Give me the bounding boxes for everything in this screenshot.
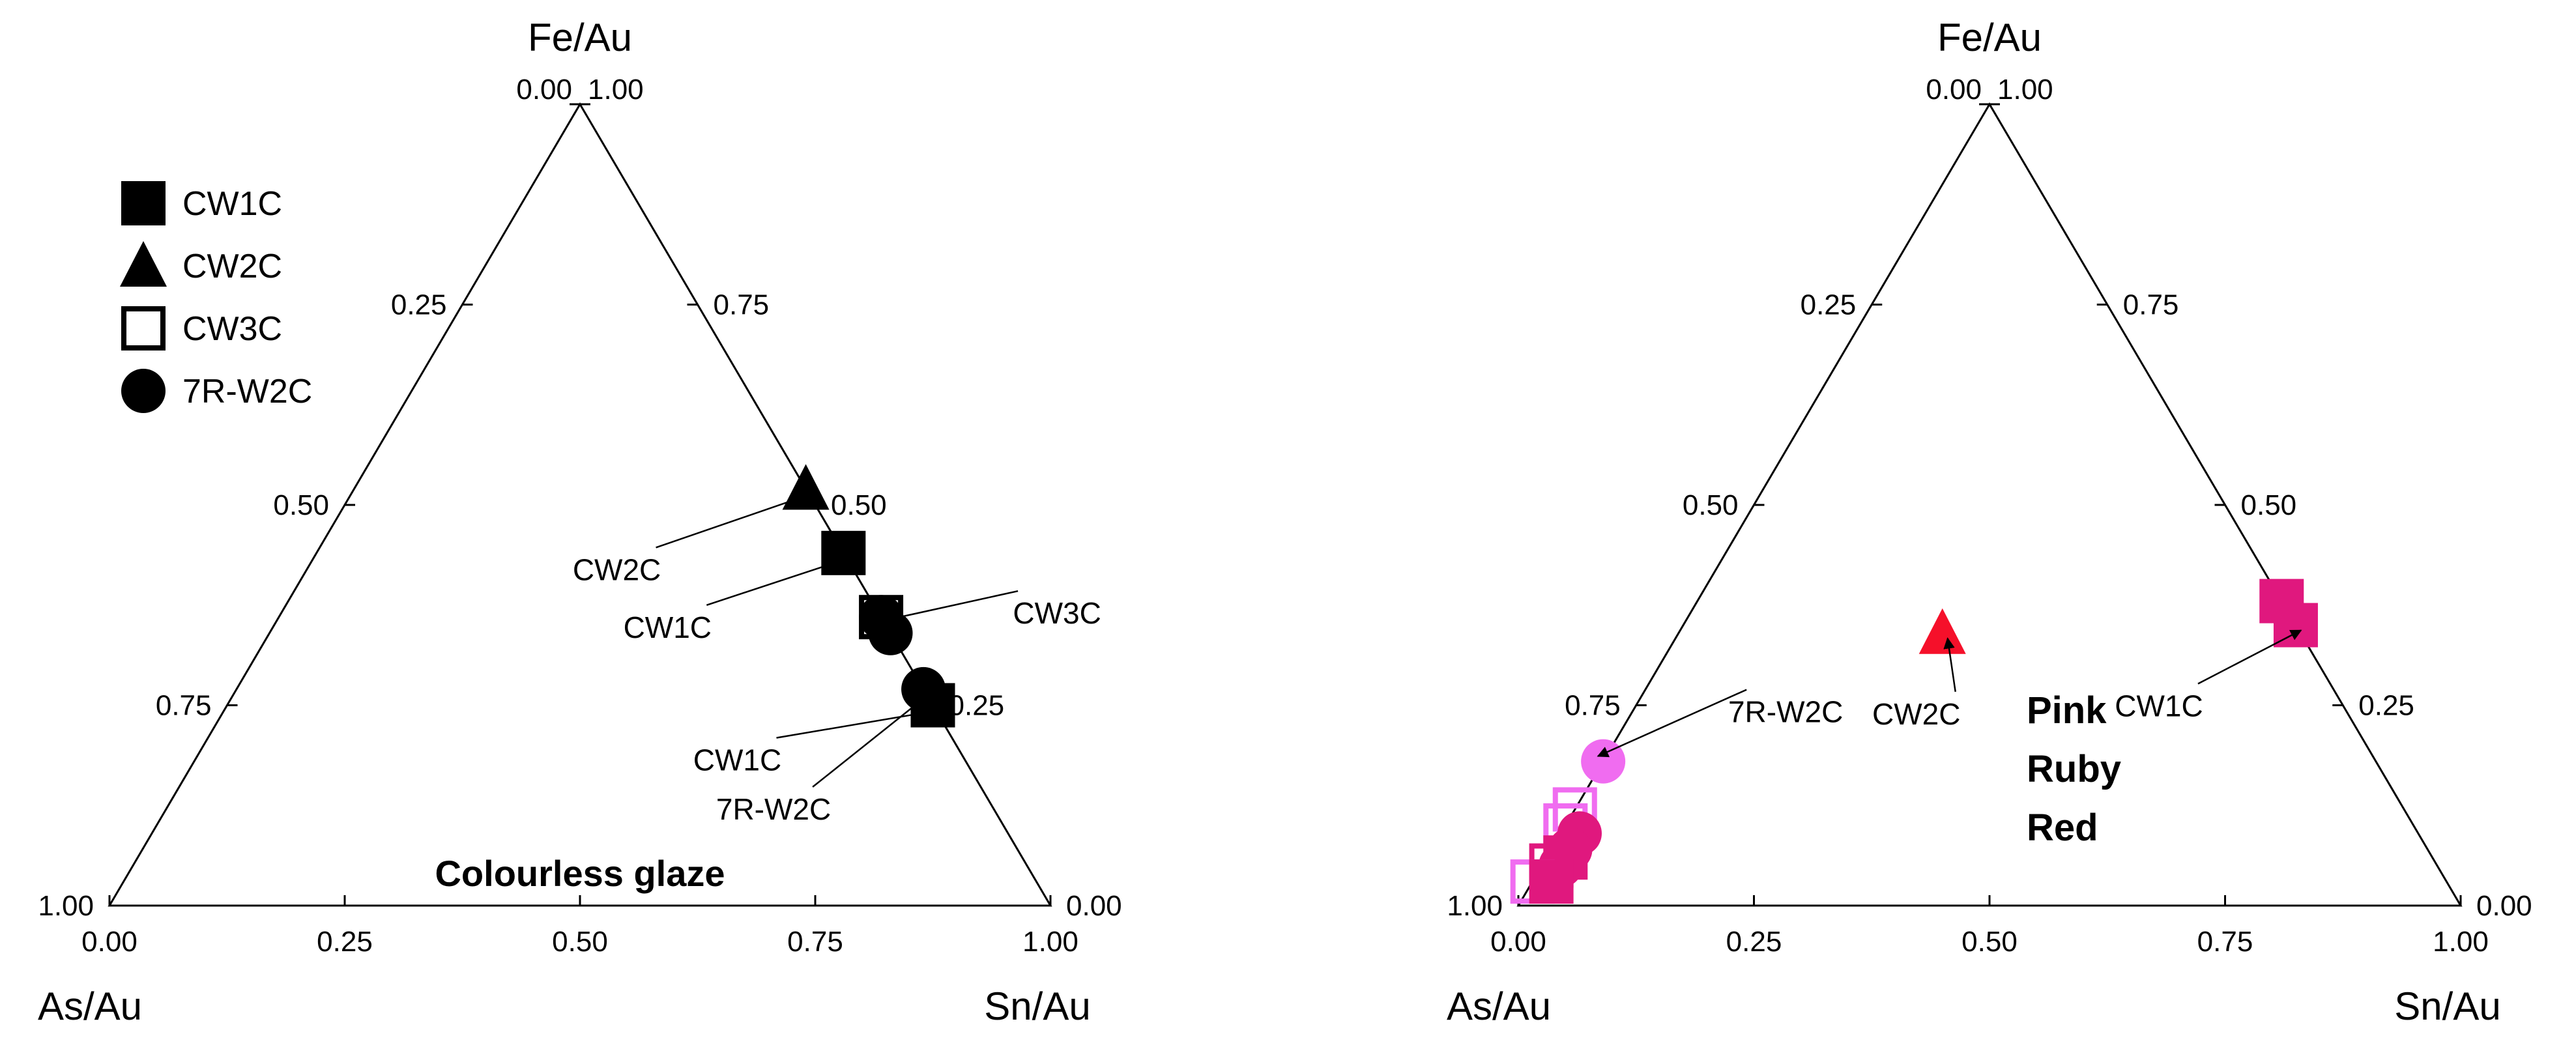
apex-label-top: Fe/Au	[528, 16, 632, 59]
apex-top-right-value: 1.00	[1997, 74, 2053, 106]
annotation-label: CW2C	[1872, 697, 1960, 731]
annotation-label: CW1C	[693, 743, 781, 777]
legend-label: 7R-W2C	[182, 373, 312, 410]
annotation-arrow	[656, 492, 813, 549]
annotation-label: 7R-W2C	[716, 792, 831, 826]
legend-label: CW2C	[182, 248, 282, 285]
annotation-label: CW2C	[573, 552, 661, 586]
left-tick-label: 0.25	[1801, 289, 1857, 321]
bottom-tick-label: 1.00	[1022, 926, 1078, 958]
panel-note: Colourless glaze	[435, 853, 725, 894]
left-tick-label: 0.25	[391, 289, 447, 321]
left-tick-label: 0.50	[1683, 489, 1739, 521]
triangle-frame	[1516, 102, 2463, 907]
annotation-arrow	[776, 706, 940, 739]
apex-top-right-value: 1.00	[588, 74, 644, 106]
right-tick-label: 0.25	[949, 690, 1005, 722]
apex-top-left-value: 0.00	[516, 74, 572, 106]
left-tick-label: 1.00	[1447, 890, 1503, 922]
right-tick-label: 0.50	[2241, 489, 2297, 521]
annotation-arrow	[875, 590, 1019, 626]
annotation-arrow	[706, 556, 850, 606]
color-legend-label: Red	[2027, 807, 2098, 849]
legend-marker-7r-w2c	[121, 369, 166, 413]
legend-label: CW3C	[182, 310, 282, 348]
right-tick-label: 0.00	[1066, 890, 1122, 922]
legend-marker-cw3c	[121, 306, 166, 351]
bottom-tick-label: 1.00	[2433, 926, 2489, 958]
left-tick-label: 1.00	[38, 890, 94, 922]
apex-label-left: As/Au	[38, 984, 142, 1028]
apex-label-right: Sn/Au	[2394, 984, 2500, 1028]
right-tick-label: 0.25	[2358, 690, 2414, 722]
right-tick-label: 0.75	[2123, 289, 2179, 321]
bottom-tick-label: 0.75	[2197, 926, 2253, 958]
data-point-ruby	[1529, 859, 1574, 904]
data-point-7r-w2c	[901, 666, 946, 711]
bottom-tick-label: 0.50	[1961, 926, 2018, 958]
apex-label-right: Sn/Au	[984, 984, 1090, 1028]
bottom-tick-label: 0.25	[317, 926, 373, 958]
triangle-frame	[108, 102, 1052, 907]
ternary-panel-1: 0.00 0.25 0.50 0.75 1.00 0.25 0.50 0.75 1.00 0.00…	[38, 16, 1122, 1028]
right-tick-label: 0.00	[2476, 890, 2532, 922]
apex-label-left: As/Au	[1447, 984, 1551, 1028]
bottom-tick-label: 0.50	[552, 926, 608, 958]
color-legend-label: Ruby	[2027, 748, 2121, 790]
color-legend-label: Pink	[2027, 689, 2107, 732]
legend-marker-cw1c	[121, 181, 166, 225]
data-point-cw1c	[821, 530, 866, 575]
annotation-arrow	[2197, 629, 2302, 685]
left-tick-label: 0.50	[273, 489, 329, 521]
annotation-label: CW1C	[2115, 689, 2203, 723]
annotation-label: CW1C	[624, 610, 712, 644]
left-tick-label: 0.75	[1565, 690, 1621, 722]
right-tick-label: 0.75	[714, 289, 770, 321]
apex-top-left-value: 0.00	[1926, 74, 1982, 106]
bottom-tick-label: 0.00	[1490, 926, 1546, 958]
bottom-tick-label: 0.25	[1726, 926, 1782, 958]
bottom-tick-label: 0.75	[787, 926, 843, 958]
annotation-arrow	[1597, 689, 1747, 758]
annotation-arrow	[1943, 637, 1956, 692]
legend-marker-cw2c	[120, 241, 167, 287]
annotation-label: CW3C	[1013, 596, 1101, 630]
data-point-cw1c	[2259, 579, 2304, 623]
legend-label: CW1C	[182, 185, 282, 223]
right-tick-label: 0.50	[831, 489, 887, 521]
ternary-panel-2: 0.00 0.25 0.50 0.75 1.00 0.25 0.50 0.75 1.00 0.00…	[1447, 16, 2532, 1028]
data-point-cw2c	[782, 464, 830, 510]
apex-label-top: Fe/Au	[1937, 16, 2042, 59]
annotation-label: 7R-W2C	[1728, 695, 1843, 729]
data-point-7r-w2c	[1581, 739, 1626, 784]
data-point-cw2c	[1918, 608, 1966, 654]
left-tick-label: 0.75	[156, 690, 212, 722]
annotation-arrow	[812, 693, 930, 788]
bottom-tick-label: 0.00	[81, 926, 137, 958]
